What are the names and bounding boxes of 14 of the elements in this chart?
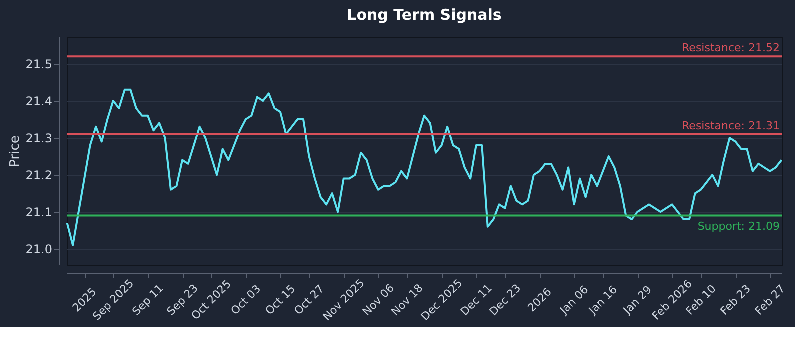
y-tick-label: 21.2 (26, 168, 52, 183)
y-tick-label: 21.0 (26, 242, 52, 257)
y-tick-label: 21.1 (26, 206, 52, 220)
y-tick-label: 21.3 (26, 132, 52, 146)
ref-line-label: Resistance: 21.31 (682, 119, 780, 132)
ref-line-label: Support: 21.09 (698, 220, 780, 233)
y-tick-label: 21.4 (26, 94, 52, 109)
chart-title: Long Term Signals (347, 6, 502, 24)
y-tick-label: 21.5 (26, 58, 52, 72)
x-tick-label: Feb 27 (752, 282, 788, 318)
x-tick-label: Feb 23 (718, 282, 754, 318)
y-axis-title: Price (8, 136, 23, 168)
line-series (66, 88, 783, 246)
ref-line-label: Resistance: 21.52 (682, 42, 780, 55)
